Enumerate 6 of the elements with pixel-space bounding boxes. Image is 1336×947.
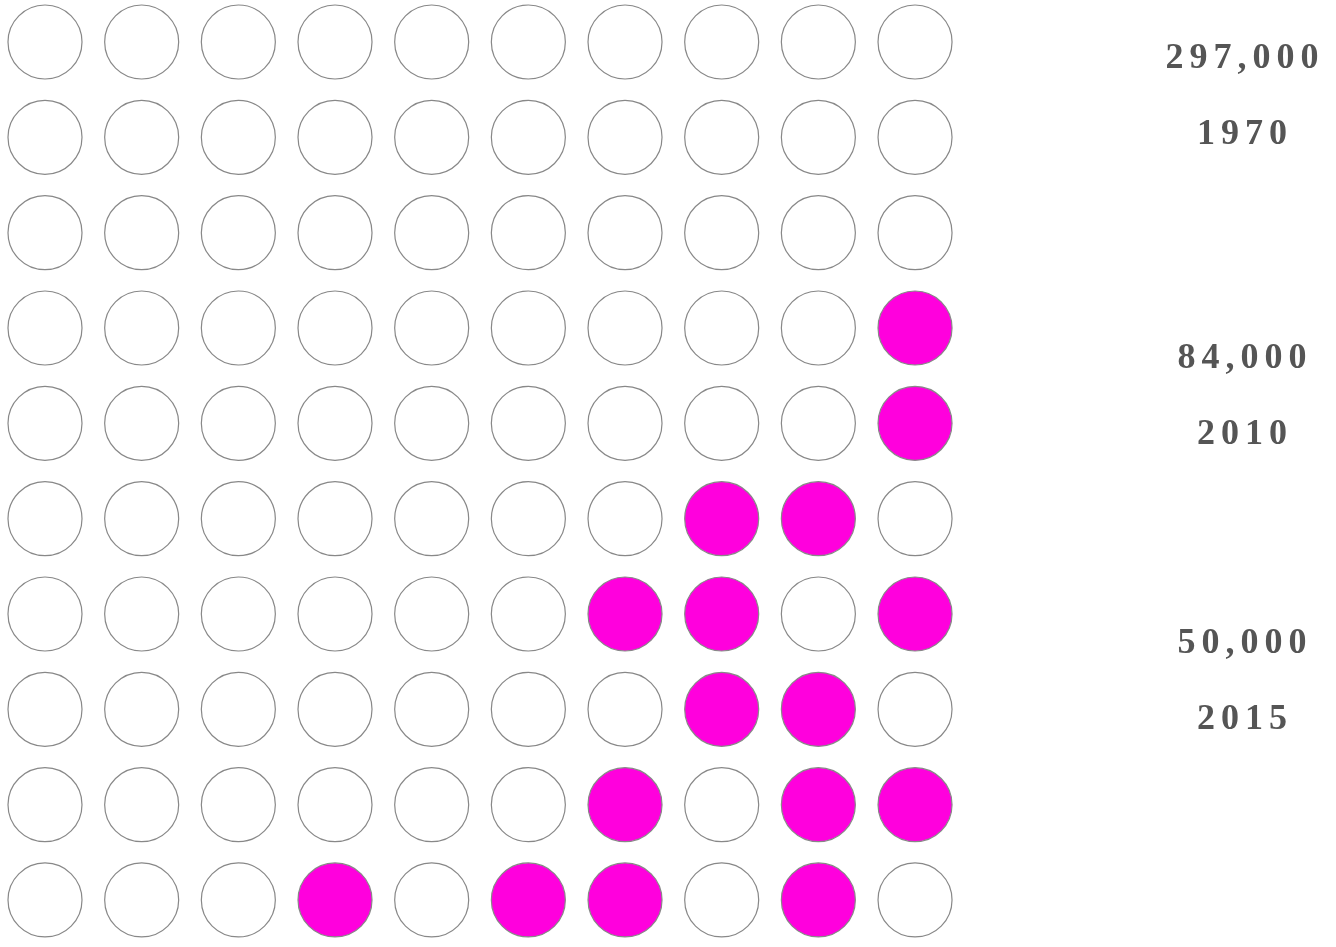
category-label: 1970 <box>1196 111 1294 154</box>
data-label: 84,000 <box>1176 335 1314 378</box>
data-label: 50,000 <box>1176 620 1314 663</box>
category-label: 2015 <box>1196 696 1294 739</box>
category-label: 2010 <box>1196 411 1294 454</box>
data-label: 297,000 <box>1164 35 1326 78</box>
